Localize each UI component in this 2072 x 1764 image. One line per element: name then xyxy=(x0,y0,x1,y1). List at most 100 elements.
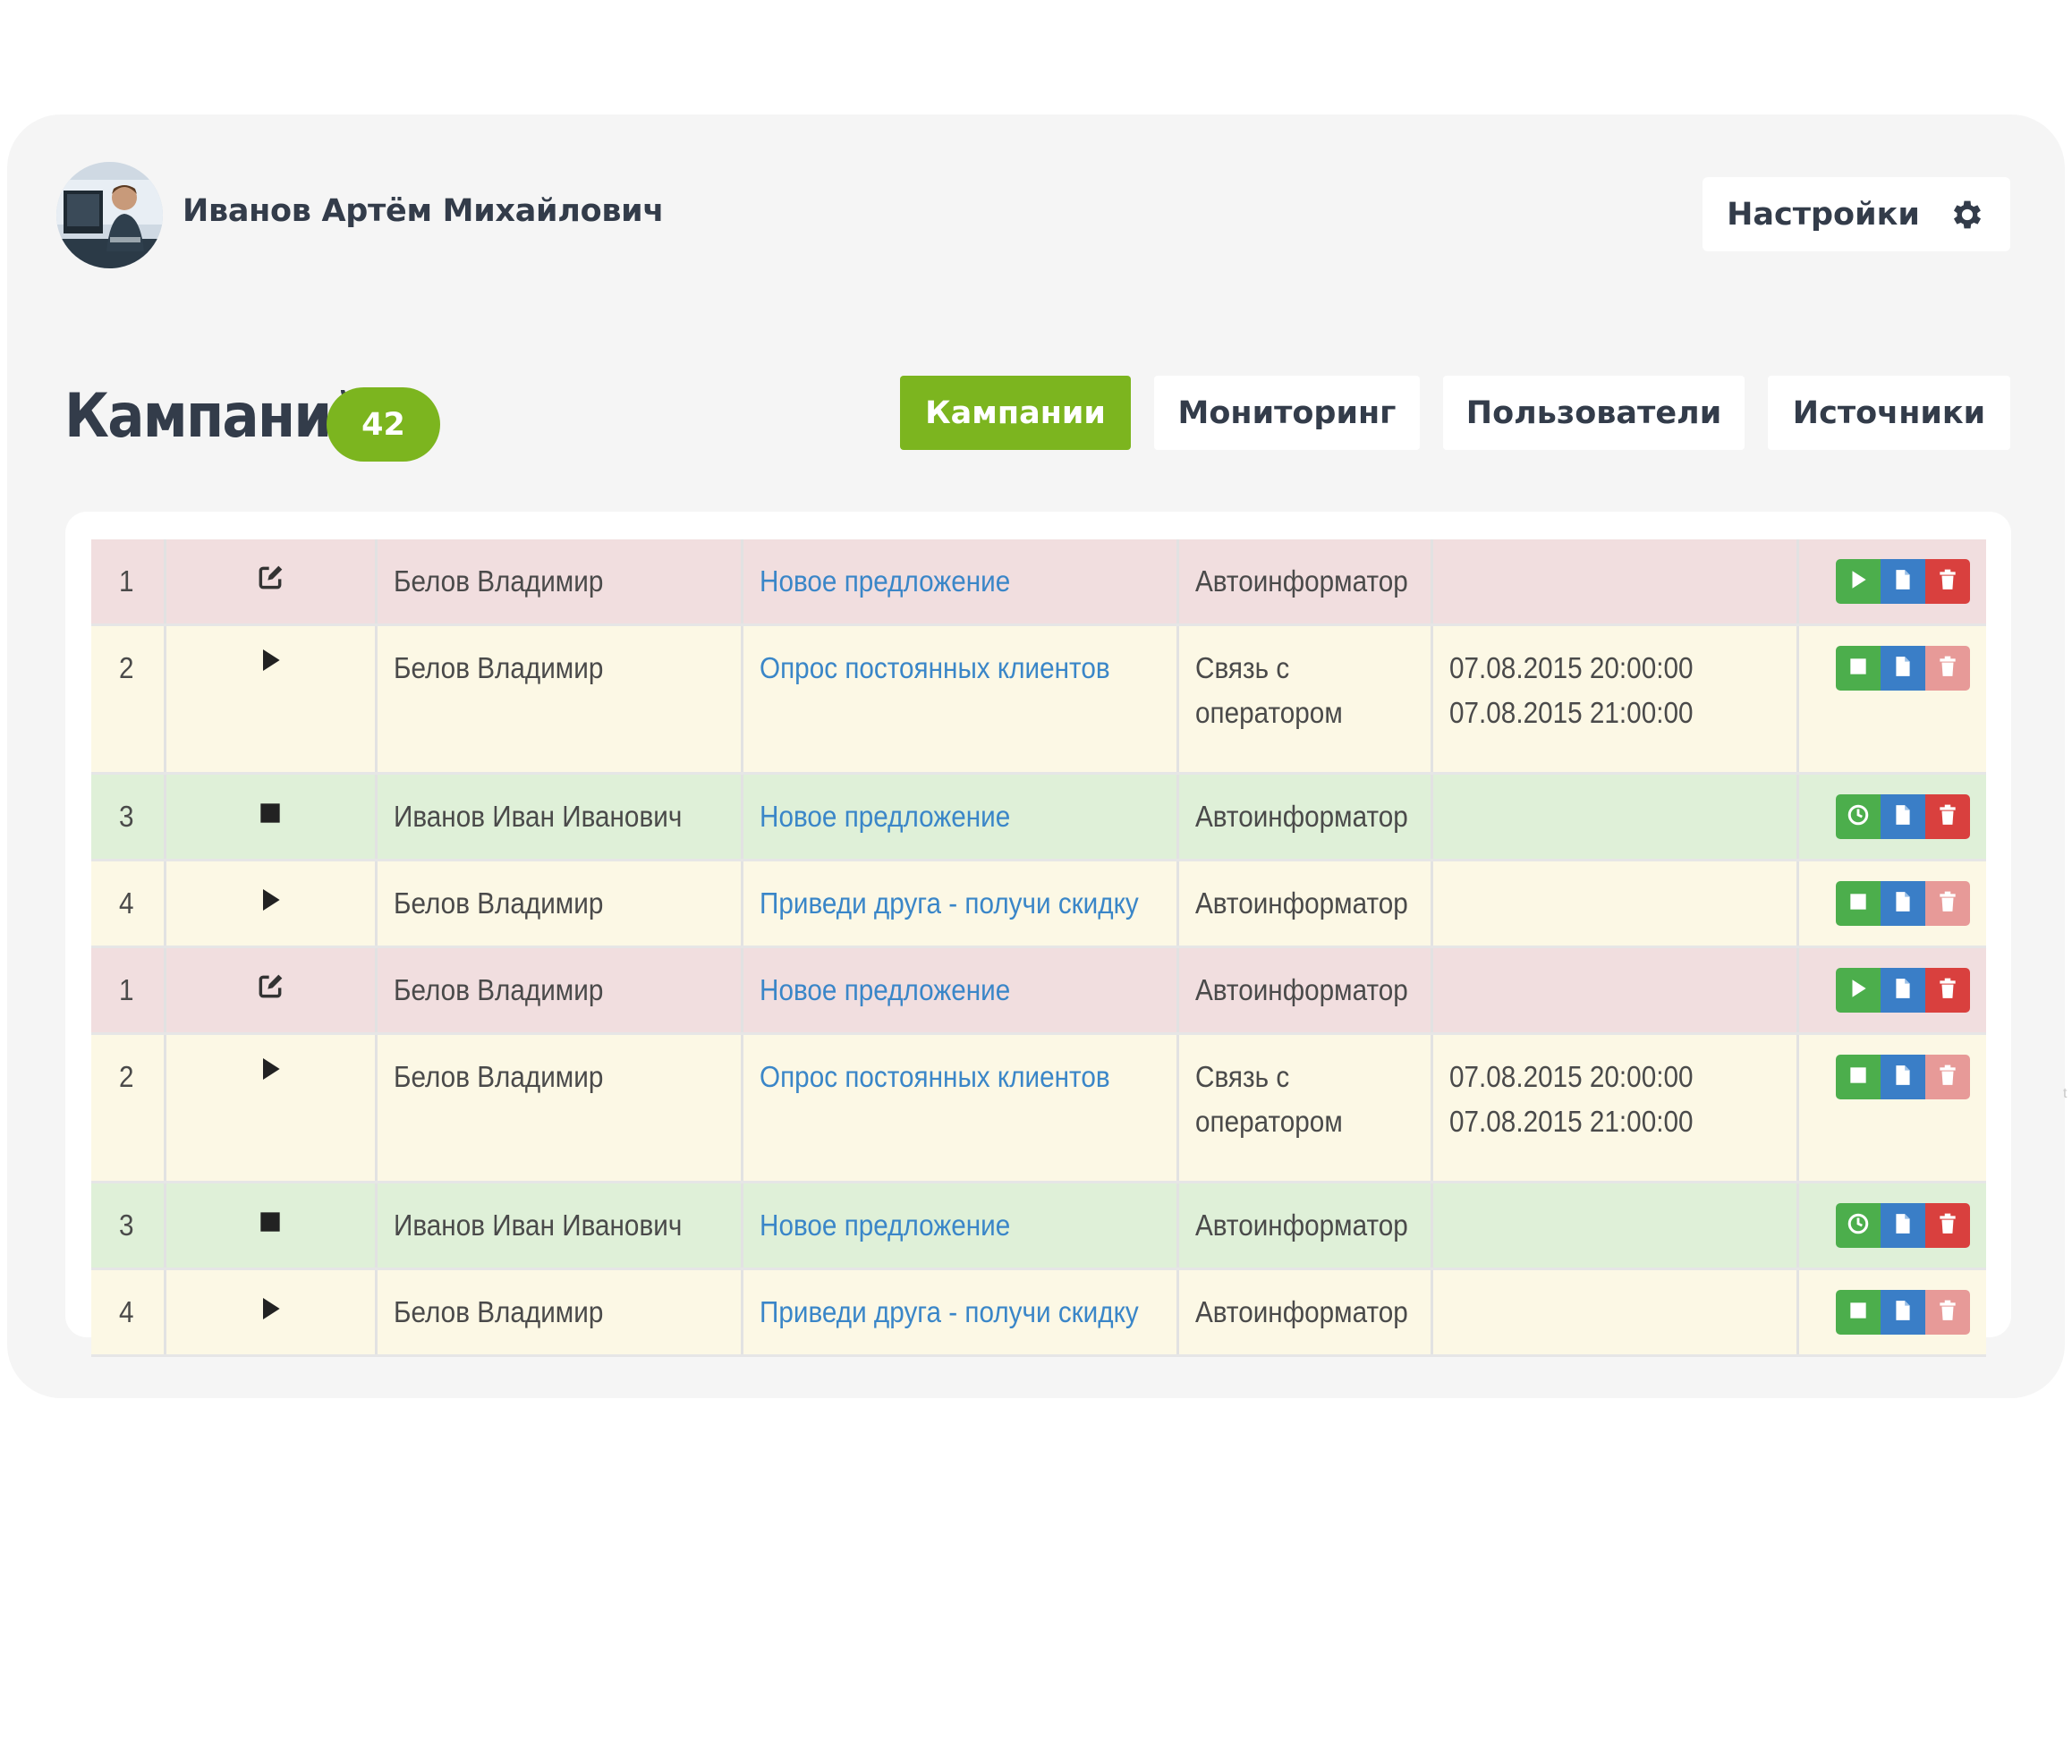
trash-icon xyxy=(1936,564,1959,598)
edit-icon xyxy=(256,565,284,598)
row-schedule xyxy=(1430,946,1797,1035)
report-button[interactable] xyxy=(1881,1055,1925,1099)
row-type: Автоинформатор xyxy=(1176,1182,1431,1270)
row-actions xyxy=(1796,773,1986,861)
stop-button[interactable] xyxy=(1836,881,1881,926)
table-row: 2 Белов Владимир Опрос постоянных клиентов… xyxy=(91,624,1986,775)
tab-users[interactable]: Пользователи xyxy=(1443,376,1745,450)
delete-button[interactable] xyxy=(1925,1203,1970,1248)
file-icon xyxy=(1891,973,1915,1007)
row-type: Связь с оператором xyxy=(1176,624,1431,775)
gear-icon xyxy=(1953,200,1981,228)
campaign-link[interactable]: Новое предложение xyxy=(759,1209,1010,1242)
row-actions xyxy=(1796,624,1986,775)
table-row: 2 Белов Владимир Опрос постоянных клиентов… xyxy=(91,1033,1986,1183)
tab-monitoring[interactable]: Мониторинг xyxy=(1154,376,1420,450)
row-campaign: Новое предложение xyxy=(740,773,1177,861)
delete-button[interactable] xyxy=(1925,1290,1970,1335)
table-row: 4 Белов Владимир Приведи друга - получи ск… xyxy=(91,860,1986,948)
file-icon xyxy=(1891,1295,1915,1329)
play-icon xyxy=(256,648,284,681)
stop-button[interactable] xyxy=(1836,1055,1881,1099)
tab-sources[interactable]: Источники xyxy=(1768,376,2010,450)
row-number: 2 xyxy=(91,624,165,775)
clock-icon xyxy=(1847,800,1870,834)
row-actions xyxy=(1796,860,1986,948)
row-status xyxy=(163,1033,376,1183)
start-button[interactable] xyxy=(1836,968,1881,1013)
clock-icon xyxy=(1847,1209,1870,1242)
start-button[interactable] xyxy=(1836,559,1881,604)
row-owner: Белов Владимир xyxy=(374,624,742,775)
row-number: 4 xyxy=(91,860,165,948)
report-button[interactable] xyxy=(1881,1203,1925,1248)
file-icon xyxy=(1891,564,1915,598)
report-button[interactable] xyxy=(1881,1290,1925,1335)
delete-button[interactable] xyxy=(1925,968,1970,1013)
delete-button[interactable] xyxy=(1925,794,1970,839)
row-number: 3 xyxy=(91,773,165,861)
row-number: 2 xyxy=(91,1033,165,1183)
campaigns-table-card: 1 Белов Владимир Новое предложение Автоинфо… xyxy=(65,512,2011,1357)
delete-button[interactable] xyxy=(1925,559,1970,604)
table-row: 1 Белов Владимир Новое предложение Автоинфо… xyxy=(91,946,1986,1035)
play-icon xyxy=(256,887,284,920)
play-icon xyxy=(256,1056,284,1090)
tab-campaigns[interactable]: Кампании xyxy=(900,376,1131,450)
avatar[interactable] xyxy=(56,162,163,268)
row-campaign: Новое предложение xyxy=(740,539,1177,626)
stop-icon xyxy=(256,801,284,834)
play-icon xyxy=(256,1296,284,1329)
row-schedule xyxy=(1430,860,1797,948)
report-button[interactable] xyxy=(1881,968,1925,1013)
row-owner: Белов Владимир xyxy=(374,539,742,626)
campaign-link[interactable]: Опрос постоянных клиентов xyxy=(759,651,1110,684)
row-campaign: Новое предложение xyxy=(740,1182,1177,1270)
campaign-link[interactable]: Новое предложение xyxy=(759,564,1010,598)
campaign-link[interactable]: Новое предложение xyxy=(759,973,1010,1006)
table-row: 4 Белов Владимир Приведи друга - получи ск… xyxy=(91,1268,1986,1357)
table-row: 3 Иванов Иван Иванович Новое предложение Ав… xyxy=(91,1182,1986,1270)
page-title: Кампаний xyxy=(64,381,369,452)
row-type: Автоинформатор xyxy=(1176,1268,1431,1357)
table-row: 3 Иванов Иван Иванович Новое предложение Ав… xyxy=(91,773,1986,861)
report-button[interactable] xyxy=(1881,646,1925,691)
report-button[interactable] xyxy=(1881,559,1925,604)
schedule-button[interactable] xyxy=(1836,1203,1881,1248)
campaign-link[interactable]: Опрос постоянных клиентов xyxy=(759,1060,1110,1093)
stop-icon xyxy=(1847,886,1870,920)
stop-button[interactable] xyxy=(1836,646,1881,691)
delete-button[interactable] xyxy=(1925,646,1970,691)
row-schedule xyxy=(1430,539,1797,626)
row-owner: Белов Владимир xyxy=(374,1033,742,1183)
delete-button[interactable] xyxy=(1925,1055,1970,1099)
campaign-link[interactable]: Новое предложение xyxy=(759,800,1010,833)
row-owner: Белов Владимир xyxy=(374,1268,742,1357)
row-schedule: 07.08.2015 20:00:00 07.08.2015 21:00:00 xyxy=(1430,624,1797,775)
file-icon xyxy=(1891,1060,1915,1094)
user-name: Иванов Артём Михайлович xyxy=(183,193,665,229)
campaign-link[interactable]: Приведи друга - получи скидку xyxy=(759,886,1139,920)
row-status xyxy=(163,1268,376,1357)
file-icon xyxy=(1891,651,1915,685)
delete-button[interactable] xyxy=(1925,881,1970,926)
stop-button[interactable] xyxy=(1836,1290,1881,1335)
row-campaign: Новое предложение xyxy=(740,946,1177,1035)
report-button[interactable] xyxy=(1881,881,1925,926)
report-button[interactable] xyxy=(1881,794,1925,839)
trash-icon xyxy=(1936,1209,1959,1242)
row-actions xyxy=(1796,539,1986,626)
user-photo-icon xyxy=(56,162,163,268)
trash-icon xyxy=(1936,651,1959,685)
campaigns-table: 1 Белов Владимир Новое предложение Автоинфо… xyxy=(91,539,1986,1357)
campaign-count-badge: 42 xyxy=(327,387,440,462)
row-number: 1 xyxy=(91,539,165,626)
row-owner: Иванов Иван Иванович xyxy=(374,773,742,861)
trash-icon xyxy=(1936,1060,1959,1094)
row-status xyxy=(163,539,376,626)
campaign-link[interactable]: Приведи друга - получи скидку xyxy=(759,1295,1139,1328)
row-type: Автоинформатор xyxy=(1176,946,1431,1035)
settings-button[interactable]: Настройки xyxy=(1703,177,2010,251)
schedule-button[interactable] xyxy=(1836,794,1881,839)
trash-icon xyxy=(1936,973,1959,1007)
